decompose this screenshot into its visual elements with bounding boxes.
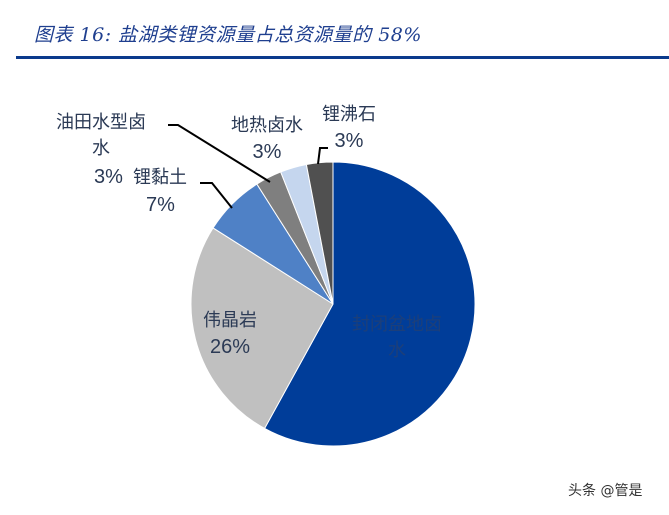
label-pegmatite: 伟晶岩 26% <box>203 310 257 358</box>
label-oilfield-pct: 3% <box>94 166 123 188</box>
label-zeolite: 锂沸石 3% <box>322 104 376 152</box>
pie-slice <box>190 227 334 430</box>
label-geothermal: 地热卤水 3% <box>231 115 303 163</box>
leader-lines <box>168 124 328 209</box>
pie-slices <box>190 161 476 447</box>
watermark: 头条 @管是 <box>568 483 643 499</box>
pie-slice <box>263 161 476 447</box>
label-closed-basin: 封闭盆地卤 水 <box>352 314 442 361</box>
label-clay-pct: 7% <box>146 194 175 216</box>
label-clay: 锂黏土 <box>133 167 187 188</box>
label-oilfield: 油田水型卤 水 <box>56 112 146 159</box>
pie-slice <box>305 161 334 305</box>
title-divider <box>16 56 669 59</box>
chart-title: 图表 16: 盐湖类锂资源量占总资源量的 58% <box>34 24 422 46</box>
